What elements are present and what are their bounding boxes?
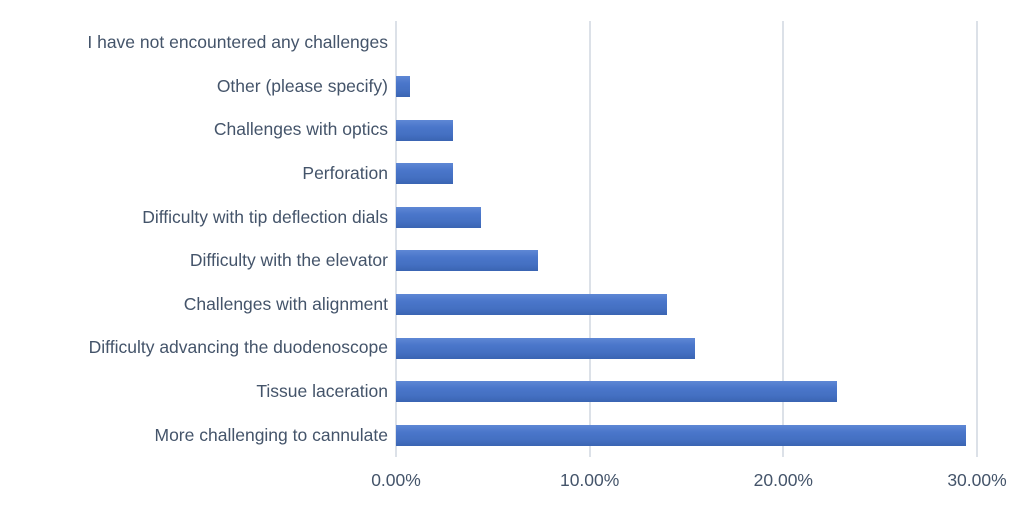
category-label: Challenges with alignment	[183, 293, 388, 314]
category-label: Difficulty with the elevator	[189, 250, 388, 271]
bar	[396, 119, 453, 141]
bar	[396, 337, 696, 359]
x-axis-tick-labels: 0.00% 10.00% 20.00% 30.00%	[0, 470, 1022, 498]
bar	[396, 75, 411, 97]
category-label: Difficulty with tip deflection dials	[142, 206, 388, 227]
bar	[396, 250, 539, 272]
bar	[396, 293, 667, 315]
bar	[396, 381, 838, 403]
category-label: Difficulty advancing the duodenoscope	[88, 337, 388, 358]
y-axis-category-labels: I have not encountered any challenges Oth…	[0, 21, 388, 457]
gridline-20	[782, 21, 785, 457]
bar	[396, 206, 482, 228]
x-tick-label: 10.00%	[559, 470, 620, 490]
category-label: Other (please specify)	[216, 75, 388, 96]
x-tick-label: 0.00%	[371, 470, 421, 490]
category-label: Challenges with optics	[213, 119, 388, 140]
x-tick-label: 20.00%	[753, 470, 813, 490]
x-tick-label: 30.00%	[947, 470, 1007, 490]
category-label: Perforation	[302, 163, 388, 184]
category-label: Tissue laceration	[256, 381, 388, 402]
gridline-10	[588, 21, 591, 457]
category-label: I have not encountered any challenges	[87, 32, 388, 53]
gridline-30	[976, 21, 978, 457]
gridline-0	[395, 21, 397, 457]
plot-area	[395, 21, 1008, 457]
category-label: More challenging to cannulate	[154, 424, 389, 445]
bar	[396, 163, 453, 185]
bar	[396, 424, 966, 446]
